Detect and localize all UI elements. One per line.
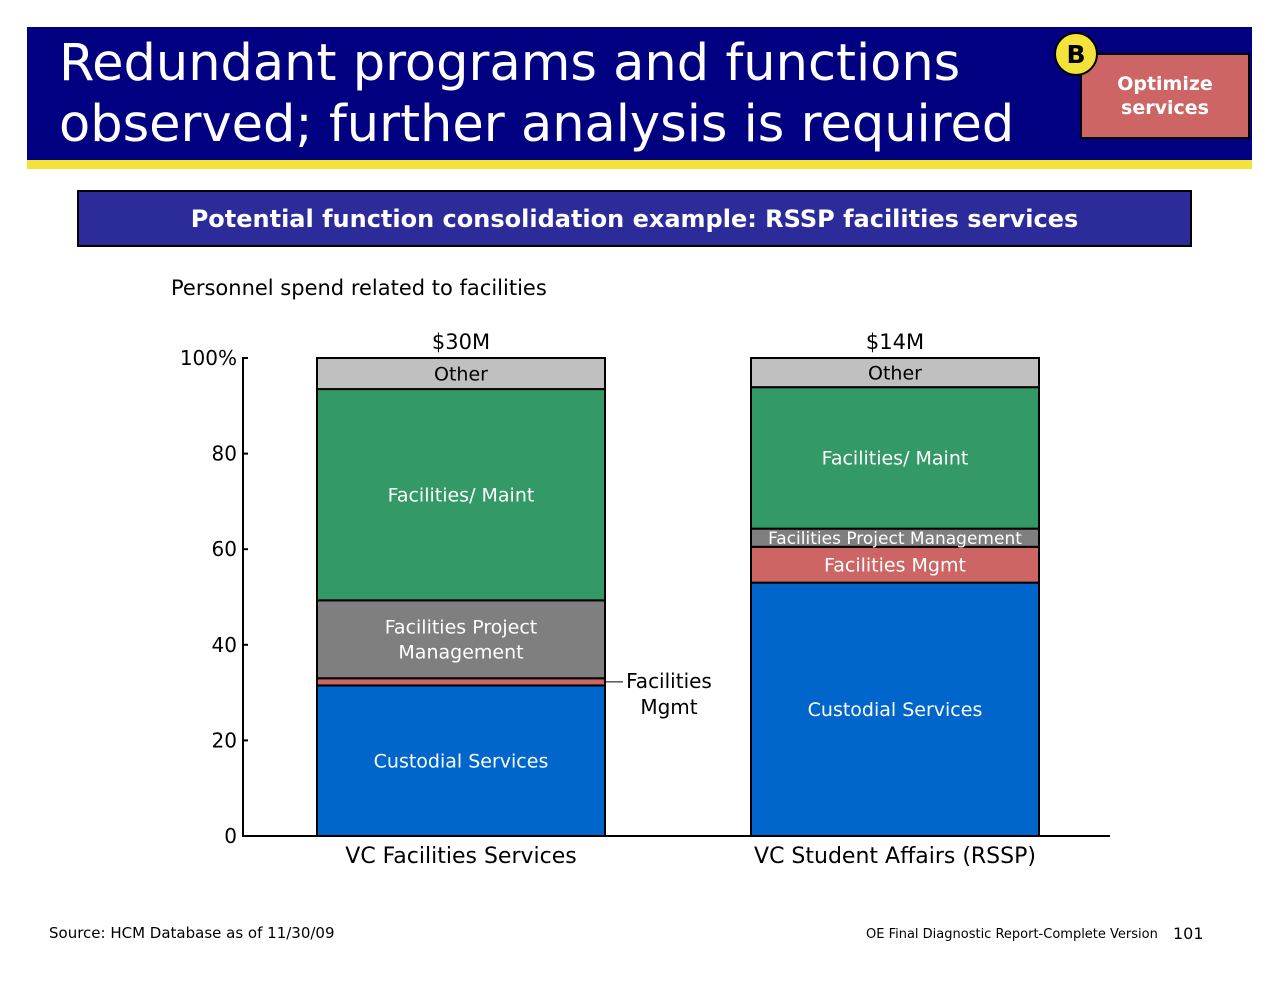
title-underline bbox=[27, 160, 1252, 169]
x-category-label: VC Facilities Services bbox=[345, 844, 576, 869]
segment-label: Facilities Project Management bbox=[385, 617, 537, 664]
bar-total-label: $30M bbox=[432, 330, 490, 354]
y-tick-label: 0 bbox=[224, 824, 237, 848]
bar-segment-other bbox=[316, 357, 606, 391]
y-tick-label: 100% bbox=[180, 346, 237, 370]
bar-segment-facilities-mgmt bbox=[316, 677, 606, 687]
bar-segment-facilities-maint bbox=[750, 386, 1040, 530]
section-badge: B bbox=[1054, 32, 1098, 76]
subtitle-banner: Potential function consolidation example… bbox=[77, 190, 1192, 247]
footer-report: OE Final Diagnostic Report-Complete Vers… bbox=[866, 927, 1158, 942]
chart-subtitle: Personnel spend related to facilities bbox=[171, 276, 547, 300]
segment-label: Facilities Mgmt bbox=[824, 555, 966, 577]
callout-label: Facilities Mgmt bbox=[626, 669, 712, 719]
bar-segment-facilities-project-management bbox=[316, 599, 606, 680]
bar-segment-custodial-services bbox=[316, 684, 606, 837]
page-number: 101 bbox=[1173, 924, 1204, 943]
segment-label: Other bbox=[868, 362, 922, 384]
bar-segment-custodial-services bbox=[750, 581, 1040, 837]
segment-label: Facilities/ Maint bbox=[388, 485, 535, 507]
bar-segment-other bbox=[750, 357, 1040, 389]
x-category-label: VC Student Affairs (RSSP) bbox=[754, 844, 1036, 869]
y-tick-label: 20 bbox=[212, 728, 237, 752]
title-bar bbox=[27, 27, 1252, 160]
segment-label: Custodial Services bbox=[808, 699, 983, 721]
segment-label: Other bbox=[434, 363, 488, 385]
segment-label: Facilities Project Management bbox=[768, 529, 1022, 549]
optimize-services-tag: Optimize services bbox=[1080, 53, 1250, 139]
slide-title: Redundant programs and functions observe… bbox=[59, 34, 1015, 154]
bar-segment-facilities-maint bbox=[316, 388, 606, 602]
y-tick-label: 40 bbox=[212, 633, 237, 657]
footer-source: Source: HCM Database as of 11/30/09 bbox=[49, 924, 335, 942]
y-tick-label: 80 bbox=[212, 442, 237, 466]
stacked-bar-chart: 0 20 40 60 80 100% Custodial Services Facilitie… bbox=[180, 330, 1110, 869]
bar-segment-facilities-mgmt bbox=[750, 545, 1040, 584]
segment-label: Custodial Services bbox=[374, 751, 549, 773]
y-tick-label: 60 bbox=[212, 537, 237, 561]
segment-label: Facilities/ Maint bbox=[822, 448, 969, 470]
bar-total-label: $14M bbox=[866, 330, 924, 354]
